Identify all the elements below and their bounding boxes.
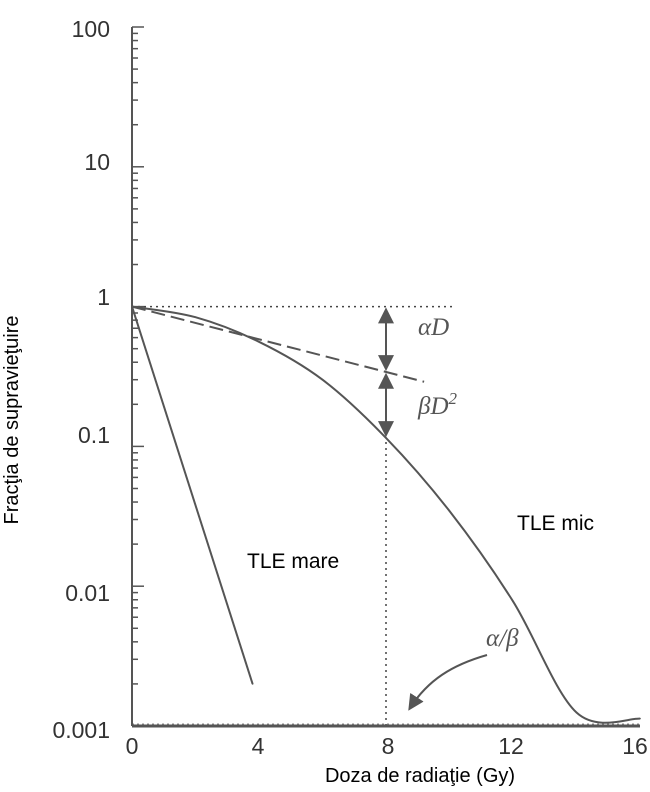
beta-d-text: βD — [417, 393, 449, 420]
tle-mic-label: TLE mic — [517, 512, 594, 535]
y-tick-label: 0.001 — [52, 717, 110, 743]
y-axis-title: Fracţia de supravieţuire — [1, 316, 23, 525]
x-tick-label: 12 — [498, 733, 524, 759]
data-point-tle-mic — [448, 510, 451, 512]
alpha-d-dashed-line — [131, 305, 425, 383]
series-line-tle-mare — [131, 306, 254, 685]
grid-and-reference-lines — [132, 305, 640, 726]
data-point-tle-mic — [258, 341, 260, 343]
data-point-tle-mic — [194, 316, 197, 318]
x-axis-title: Doza de radiaţie (Gy) — [325, 765, 515, 787]
tle-mare-label: TLE mare — [247, 550, 339, 573]
data-point-tle-mic — [639, 717, 641, 720]
data-point-tle-mic — [575, 711, 578, 714]
data-point-tle-mic — [385, 437, 387, 439]
data-point-tle-mic — [321, 378, 324, 381]
beta-d2-superscript: 2 — [449, 389, 458, 408]
alpha-beta-label: α/β — [486, 625, 519, 652]
series-line-tle-mic — [131, 305, 641, 724]
data-point-tle-mare — [251, 683, 254, 685]
y-tick-label: 0.01 — [65, 580, 110, 606]
alpha-beta-arrow — [408, 654, 488, 711]
x-tick-label: 8 — [382, 733, 395, 759]
y-tick-label: 10 — [84, 149, 110, 175]
y-tick-label: 1 — [97, 284, 110, 310]
x-tick-label: 0 — [126, 733, 139, 759]
y-tick-label: 0.1 — [78, 422, 110, 448]
alpha-d-label: αD — [418, 314, 449, 341]
axes — [131, 27, 640, 728]
y-tick-label: 100 — [72, 16, 110, 42]
data-point-tle-mic — [512, 600, 514, 603]
ticks — [132, 26, 144, 727]
beta-d2-label: βD2 — [417, 389, 458, 420]
x-tick-label: 4 — [252, 733, 265, 759]
x-tick-label: 16 — [622, 733, 648, 759]
data-series — [131, 305, 641, 724]
